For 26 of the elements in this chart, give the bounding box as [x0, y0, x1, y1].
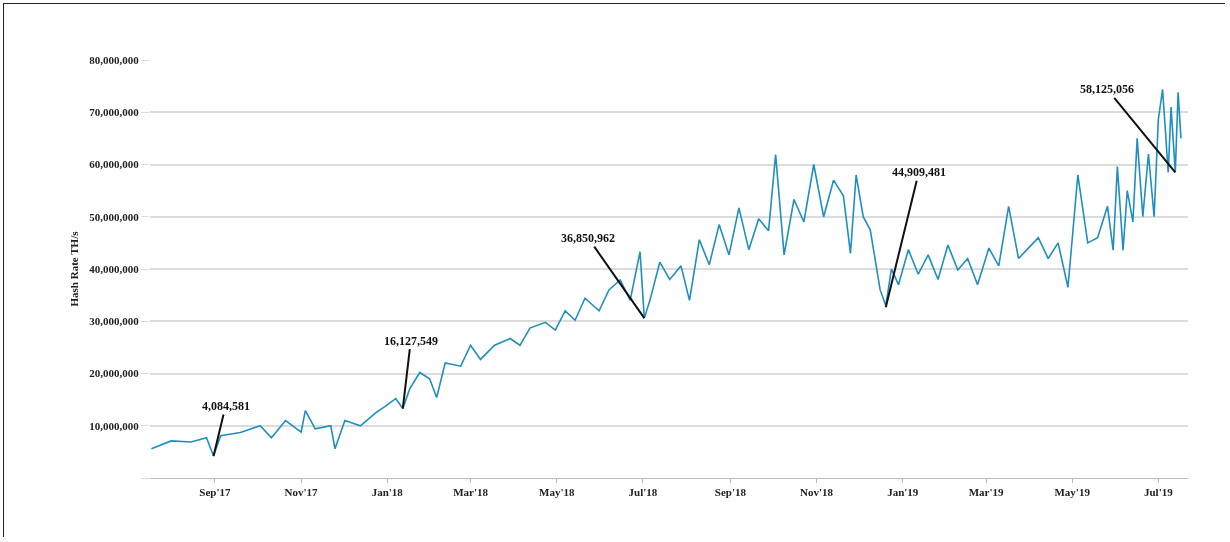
y-axis-title: Hash Rate TH/s [67, 230, 80, 307]
y-tick-label: 30,000,000 [89, 315, 140, 328]
y-tick-label: 50,000,000 [89, 210, 140, 223]
y-tick-label: 80,000,000 [89, 53, 140, 66]
annotation: 4,084,581 [202, 399, 250, 413]
x-tick-label: May'18 [539, 486, 575, 499]
y-tick-label: 40,000,000 [89, 262, 140, 275]
annotation: 16,127,549 [384, 334, 438, 348]
y-tick-label: 20,000,000 [89, 367, 140, 380]
annotation: 44,909,481 [892, 165, 946, 179]
x-tick-label: Jul'18 [628, 486, 658, 499]
annotation: 58,125,056 [1080, 82, 1134, 96]
x-tick-label: Mar'19 [968, 486, 1004, 499]
x-tick-label: Jul'19 [1143, 486, 1174, 499]
annotation: 36,850,962 [561, 231, 615, 245]
y-tick-label: 10,000,000 [89, 419, 140, 432]
x-tick-label: Jan'18 [371, 486, 404, 499]
y-tick-label: 70,000,000 [89, 106, 140, 119]
x-tick-label: Nov'18 [800, 486, 834, 499]
x-tick-label: Sep'17 [199, 486, 232, 499]
x-tick-label: Jan'19 [887, 486, 919, 499]
x-tick-label: Nov'17 [284, 486, 319, 499]
x-tick-label: May'19 [1054, 486, 1091, 499]
x-tick-label: Sep'18 [714, 486, 747, 499]
y-tick-label: 60,000,000 [89, 158, 140, 171]
x-tick-label: Mar'18 [453, 486, 489, 499]
